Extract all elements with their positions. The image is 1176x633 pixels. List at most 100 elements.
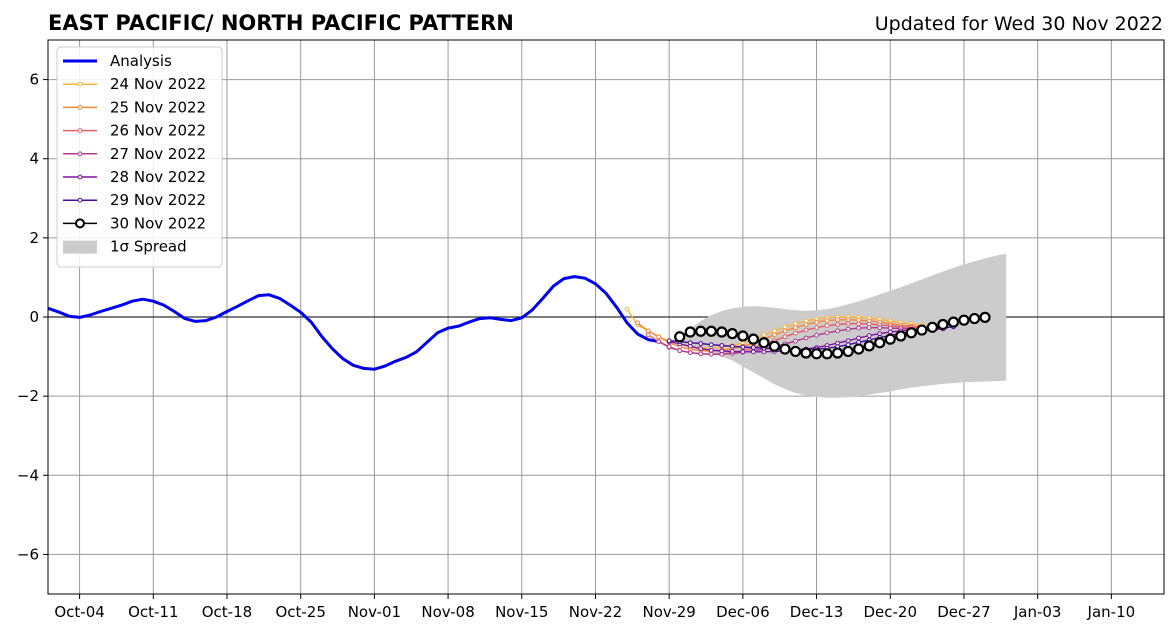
legend-entry: 27 Nov 2022 — [63, 145, 206, 163]
forecast-point — [814, 325, 819, 331]
forecast-point — [695, 325, 707, 337]
x-tick-label: Nov-08 — [421, 603, 474, 621]
chart-subtitle: Updated for Wed 30 Nov 2022 — [875, 13, 1163, 35]
forecast-point — [729, 343, 735, 349]
forecast-point — [708, 342, 714, 348]
legend-entry: 26 Nov 2022 — [63, 122, 206, 140]
x-tick-label: Dec-06 — [716, 603, 770, 621]
legend-swatch — [63, 240, 97, 254]
forecast-point — [835, 317, 841, 323]
forecast-point — [803, 335, 809, 341]
forecast-point — [937, 318, 949, 331]
forecast-point — [782, 324, 788, 330]
forecast-point — [824, 318, 830, 323]
chart-title: EAST PACIFIC/ NORTH PACIFIC PATTERN — [48, 11, 514, 35]
forecast-point — [779, 343, 791, 355]
legend-label: 28 Nov 2022 — [110, 168, 206, 186]
legend-marker — [77, 197, 83, 203]
forecast-point — [761, 332, 767, 338]
forecast-point — [737, 330, 749, 342]
forecast-point — [782, 328, 788, 334]
forecast-point — [698, 351, 704, 357]
forecast-point — [708, 351, 714, 357]
forecast-point — [832, 347, 844, 359]
forecast-point — [866, 333, 872, 338]
legend-entry: Analysis — [63, 52, 172, 70]
legend-entry: 1σ Spread — [63, 238, 187, 256]
legend-label: Analysis — [110, 52, 172, 70]
legend-label: 1σ Spread — [110, 238, 187, 256]
forecast-point — [793, 338, 798, 344]
forecast-point — [674, 331, 686, 343]
forecast-point — [916, 324, 928, 336]
forecast-point — [666, 344, 672, 350]
legend-marker — [77, 174, 83, 180]
forecast-point — [666, 338, 672, 344]
x-tick-label: Jan-10 — [1087, 603, 1136, 621]
x-tick-label: Dec-20 — [863, 603, 917, 621]
forecast-point — [853, 343, 865, 355]
plot-frame — [47, 39, 1165, 595]
forecast-point — [750, 349, 756, 355]
axes: Oct-04 Oct-11 Oct-18 Oct-25 Nov-01 Nov-08 Nov-… — [17, 39, 1165, 621]
legend-marker — [77, 151, 83, 157]
forecast-point — [698, 341, 704, 346]
x-tick-label: Nov-15 — [495, 603, 548, 621]
forecast-point — [887, 325, 893, 331]
forecast-point — [635, 320, 640, 326]
x-tick-label: Nov-01 — [348, 603, 401, 621]
forecast-point — [824, 330, 830, 336]
forecast-point — [877, 325, 883, 331]
forecast-point — [845, 321, 851, 327]
forecast-point — [758, 337, 770, 349]
forecast-point — [772, 328, 777, 334]
forecast-point — [800, 347, 812, 359]
forecast-point — [926, 321, 938, 333]
forecast-point — [747, 333, 759, 345]
x-tick-label: Dec-27 — [937, 603, 991, 621]
forecast-point — [656, 339, 662, 344]
forecast-point — [705, 325, 717, 337]
legend-entry: 30 Nov 2022 — [63, 214, 206, 232]
forecast-line — [658, 327, 943, 355]
forecast-point — [842, 345, 854, 358]
forecast-point — [845, 338, 851, 344]
forecast-point — [835, 322, 841, 327]
legend-label: 26 Nov 2022 — [110, 122, 206, 140]
forecast-point — [810, 348, 823, 360]
forecast-point — [624, 306, 630, 312]
x-tick-label: Oct-11 — [128, 603, 178, 621]
forecast-point — [740, 344, 746, 350]
forecast-point — [845, 317, 851, 323]
forecast-point — [793, 330, 798, 336]
forecast-point — [979, 311, 991, 323]
legend-label: 29 Nov 2022 — [110, 191, 206, 209]
forecast-point — [845, 326, 851, 332]
legend-entry: 25 Nov 2022 — [63, 98, 206, 116]
forecast-point — [716, 326, 728, 338]
forecast-point — [793, 321, 798, 327]
series-lines — [47, 275, 991, 371]
forecast-point — [687, 340, 693, 346]
forecast-point — [877, 331, 883, 337]
forecast-point — [863, 340, 875, 352]
forecast-point — [905, 327, 917, 339]
y-tick-label: 4 — [29, 150, 39, 168]
legend-label: 25 Nov 2022 — [110, 98, 206, 116]
analysis-line — [47, 275, 659, 371]
spread-area — [679, 253, 1007, 398]
forecast-point — [750, 345, 756, 350]
forecast-point — [866, 325, 872, 331]
forecast-point — [856, 335, 862, 341]
forecast-point — [719, 343, 725, 348]
forecast-point — [874, 337, 886, 349]
forecast-point — [958, 314, 970, 326]
forecast-point — [824, 323, 830, 329]
legend-entry: 24 Nov 2022 — [63, 75, 206, 93]
legend-entry: 28 Nov 2022 — [63, 168, 206, 186]
x-tick-label: Oct-25 — [275, 603, 325, 621]
forecast-point — [856, 325, 862, 331]
forecast-point — [740, 349, 746, 355]
legend-entry: 29 Nov 2022 — [63, 191, 206, 209]
